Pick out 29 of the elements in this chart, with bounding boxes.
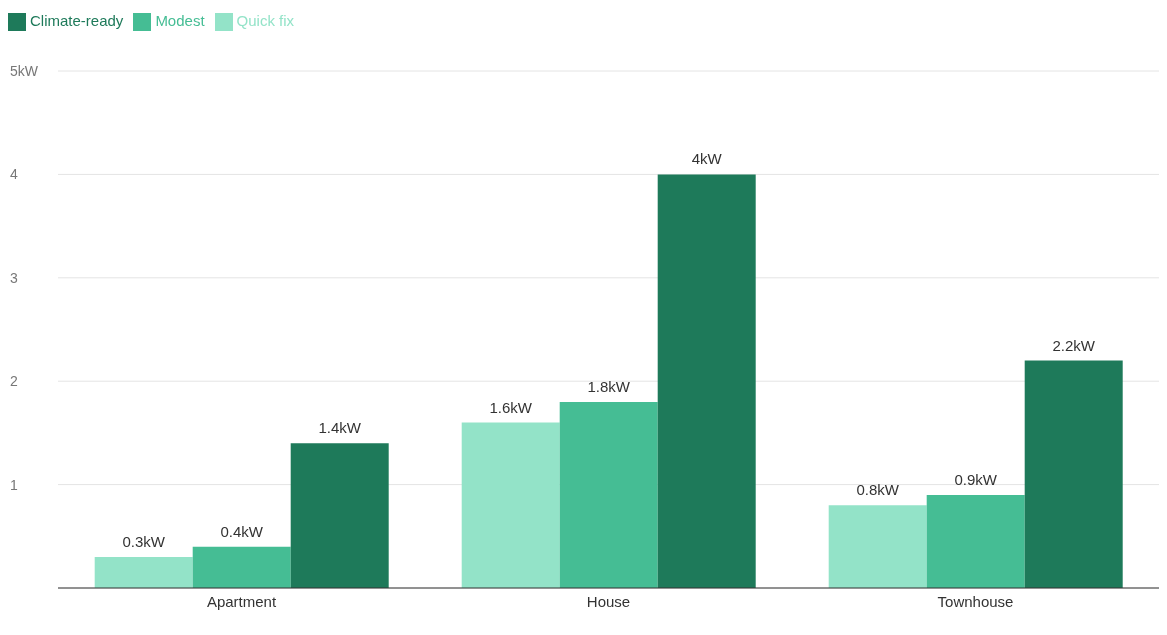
data-label: 4kW [691, 150, 723, 168]
legend-label: Quick fix [236, 12, 295, 29]
y-tick-label: 5kW [10, 63, 39, 79]
x-tick-label: Apartment [206, 592, 277, 610]
legend-label: Climate-ready [30, 12, 124, 29]
bar [1024, 360, 1123, 588]
data-label: 1.4kW [318, 419, 362, 437]
x-tick-label: House [586, 592, 631, 610]
bar [461, 422, 560, 588]
y-tick-label: 1 [10, 476, 18, 493]
legend-label: Modest [155, 12, 205, 29]
bar [94, 556, 193, 588]
bar [657, 174, 756, 588]
bar [828, 505, 927, 588]
data-label: 0.3kW [122, 532, 166, 550]
y-tick-label: 3 [10, 269, 18, 286]
data-label: 0.9kW [954, 470, 998, 488]
bar [926, 494, 1025, 588]
data-label: 0.8kW [856, 481, 900, 499]
bar [559, 401, 658, 588]
bar [192, 546, 291, 588]
data-label: 1.6kW [489, 398, 533, 416]
data-label: 1.8kW [587, 377, 631, 395]
y-tick-label: 4 [10, 166, 18, 183]
data-label: 2.2kW [1052, 336, 1096, 354]
y-tick-label: 2 [10, 373, 18, 390]
x-tick-label: Townhouse [937, 592, 1014, 610]
bar [290, 443, 389, 588]
data-label: 0.4kW [220, 522, 264, 540]
